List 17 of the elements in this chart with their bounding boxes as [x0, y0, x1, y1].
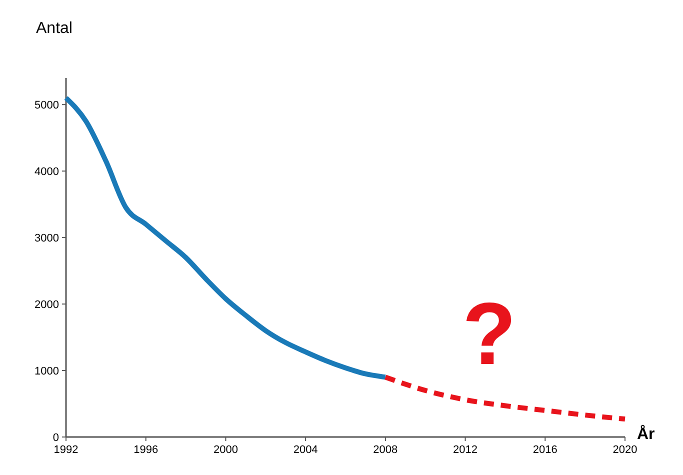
x-tick-label: 2012 [453, 444, 478, 456]
y-tick-label: 2000 [34, 299, 59, 312]
y-tick-label: 1000 [34, 366, 59, 378]
y-tick-label: 0 [52, 432, 59, 444]
y-tick-label: 5000 [34, 100, 59, 112]
y-tick-label: 3000 [34, 232, 59, 245]
annotation: ? [462, 284, 516, 383]
x-axis-title: År [637, 424, 655, 443]
x-tick-label: 2020 [612, 444, 638, 456]
x-tick-label: 2004 [293, 444, 318, 456]
x-tick-label: 2016 [532, 444, 558, 456]
y-tick-label: 4000 [34, 166, 59, 178]
x-tick-label: 2008 [373, 444, 398, 456]
x-tick-label: 2000 [213, 444, 238, 456]
x-tick-label: 1996 [134, 444, 158, 456]
x-tick-label: 1992 [54, 444, 78, 456]
y-axis-title: Antal [36, 20, 72, 37]
